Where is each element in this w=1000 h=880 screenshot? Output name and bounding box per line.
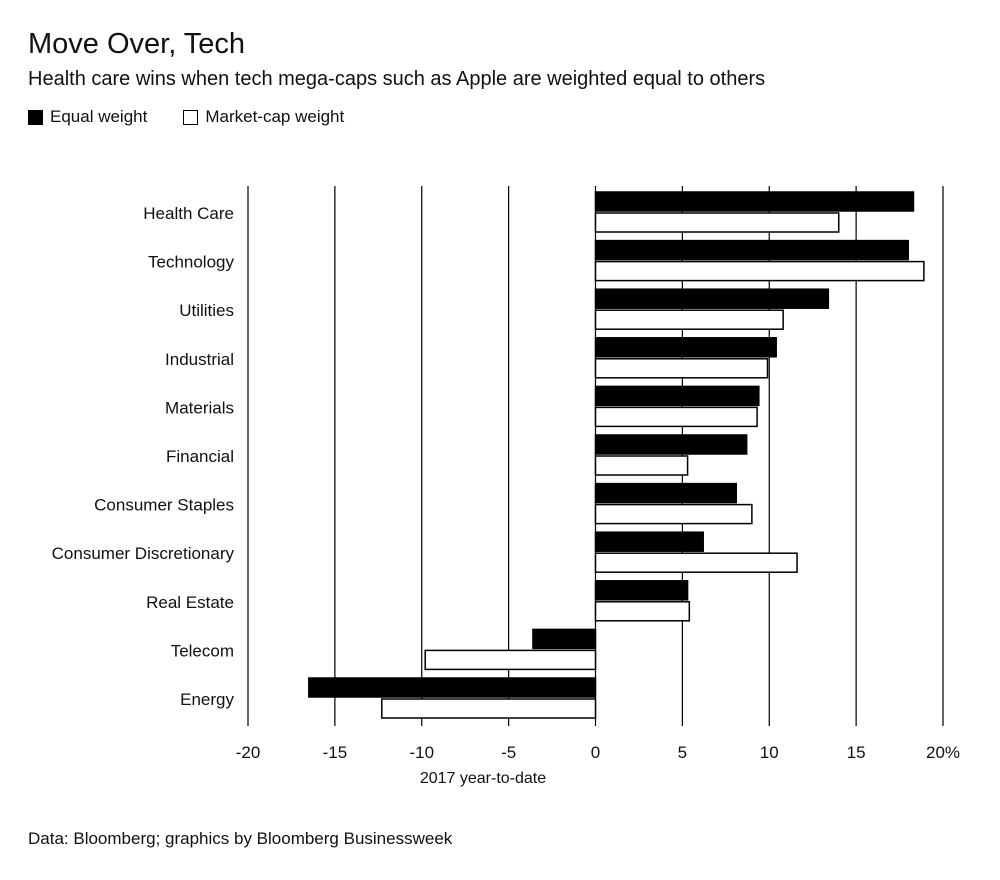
x-tick-label: -20 [236, 743, 261, 762]
bar-market-cap-weight [594, 212, 840, 233]
legend-label-market: Market-cap weight [205, 107, 345, 126]
bar-market-cap-weight [594, 503, 753, 525]
bar-market-cap-weight [594, 601, 691, 622]
bar-market-cap-weight [381, 698, 597, 719]
source-note: Data: Bloomberg; graphics by Bloomberg B… [28, 829, 453, 848]
x-tick-label: 15 [847, 743, 866, 762]
legend-swatch-market [183, 109, 199, 125]
category-label: Utilities [179, 301, 234, 320]
x-tick-label: 5 [678, 743, 687, 762]
category-label: Materials [165, 398, 234, 417]
bar-equal-weight [532, 628, 597, 650]
legend: Equal weight Market-cap weight [28, 107, 380, 127]
bar-market-cap-weight [594, 260, 925, 282]
bar-market-cap-weight [594, 309, 784, 330]
bar-equal-weight [594, 434, 748, 455]
category-label: Real Estate [146, 593, 234, 612]
bar-market-cap-weight [594, 406, 758, 428]
category-label: Financial [166, 447, 234, 466]
bar-equal-weight [594, 191, 915, 212]
bar-equal-weight [594, 580, 689, 601]
bar-equal-weight [594, 239, 909, 261]
legend-swatch-equal [28, 109, 43, 125]
bar-equal-weight [308, 677, 597, 698]
bar-market-cap-weight [594, 358, 769, 379]
x-tick-label: 20% [926, 743, 960, 762]
bar-equal-weight [594, 482, 737, 504]
chart-subtitle: Health care wins when tech mega-caps suc… [28, 68, 766, 90]
bar-market-cap-weight [594, 455, 689, 476]
x-tick-label: 10 [760, 743, 779, 762]
category-label: Technology [148, 253, 235, 272]
legend-item-equal: Equal weight [28, 107, 147, 127]
x-tick-label: -5 [501, 743, 516, 762]
category-label: Health Care [143, 204, 234, 223]
x-axis-label: 2017 year-to-date [420, 770, 546, 787]
bar-equal-weight [594, 288, 830, 309]
bar-market-cap-weight [424, 649, 597, 671]
x-tick-label: -15 [323, 743, 348, 762]
category-label: Telecom [171, 641, 234, 660]
category-label: Energy [180, 690, 234, 709]
chart-title: Move Over, Tech [28, 28, 246, 60]
x-tick-label: 0 [591, 743, 600, 762]
x-tick-label: -10 [409, 743, 434, 762]
legend-label-equal: Equal weight [50, 107, 148, 126]
category-label: Industrial [165, 350, 234, 369]
category-label: Consumer Staples [94, 496, 234, 515]
bar-equal-weight [594, 531, 704, 552]
legend-item-market: Market-cap weight [183, 107, 344, 127]
bar-market-cap-weight [594, 552, 798, 573]
bar-equal-weight [594, 385, 760, 407]
bar-equal-weight [594, 337, 777, 358]
category-label: Consumer Discretionary [52, 544, 235, 563]
